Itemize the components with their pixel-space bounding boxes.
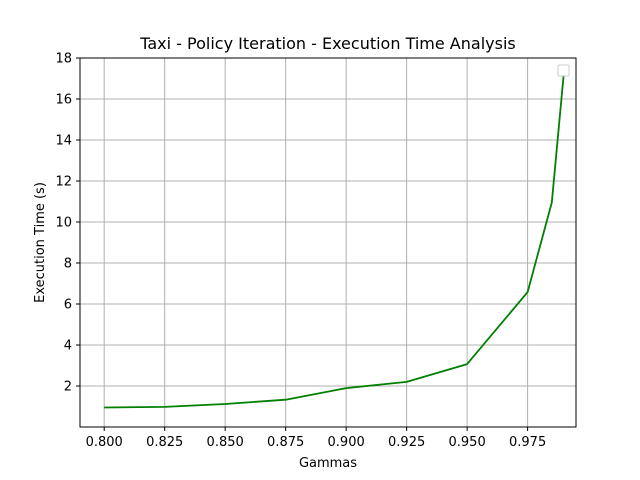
y-axis: 2 4 6 8 10 12 14 16 18 [55, 52, 80, 395]
x-tick-label: 0.950 [449, 435, 486, 450]
y-tick-label: 2 [64, 380, 72, 395]
plot-frame [79, 57, 577, 428]
x-tick-label: 0.975 [509, 435, 546, 450]
x-axis-title: Gammas [299, 456, 357, 471]
x-tick-label: 0.850 [207, 435, 244, 450]
x-tick-label: 0.875 [267, 435, 304, 450]
x-tick-label: 0.900 [328, 435, 365, 450]
legend-box [557, 64, 570, 77]
x-axis: 0.800 0.825 0.850 0.875 0.900 0.925 0.950 0.975 [86, 427, 546, 450]
y-tick-label: 12 [55, 175, 72, 190]
y-tick-label: 8 [64, 257, 72, 272]
y-tick-label: 16 [55, 93, 72, 108]
chart-title: Taxi - Policy Iteration - Execution Time… [139, 34, 515, 53]
y-tick-label: 18 [55, 52, 72, 67]
series-line [104, 72, 565, 409]
x-tick-label: 0.825 [146, 435, 183, 450]
y-tick-label: 10 [55, 216, 72, 231]
y-tick-label: 6 [64, 298, 72, 313]
x-tick-label: 0.800 [86, 435, 123, 450]
series-layer [104, 72, 565, 409]
y-tick-label: 4 [64, 339, 72, 354]
y-axis-title: Execution Time (s) [33, 182, 48, 303]
x-tick-label: 0.925 [388, 435, 425, 450]
y-tick-label: 14 [55, 134, 72, 149]
